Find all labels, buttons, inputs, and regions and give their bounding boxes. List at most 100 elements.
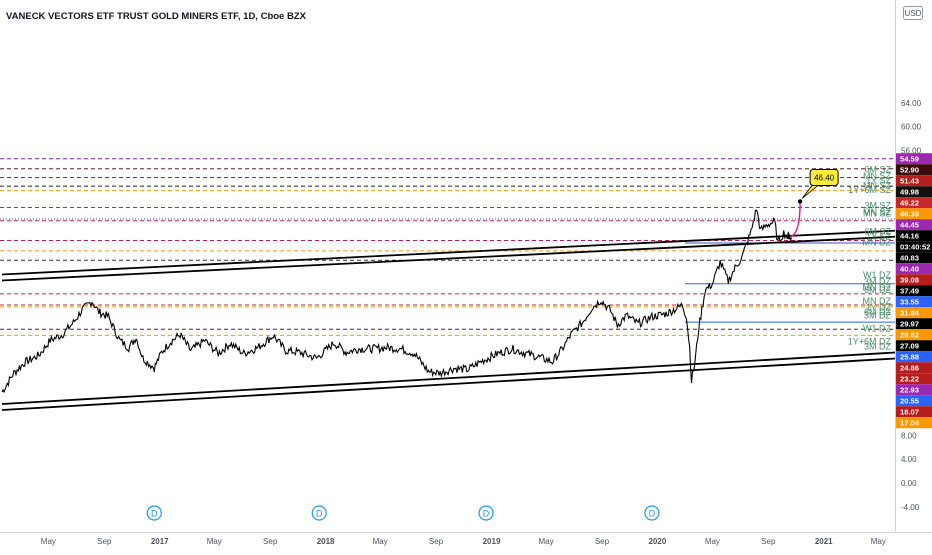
zone-label: 1Y DZ: [866, 303, 892, 313]
badge-text: 40.83: [900, 254, 919, 263]
price-series: [1, 209, 793, 394]
price-level-badge: 49.98: [896, 186, 932, 198]
y-tick-label: 60.00: [901, 123, 922, 132]
badge-box: [896, 384, 932, 396]
zone-label: MN DZ: [863, 237, 892, 247]
dividend-circle: [478, 505, 494, 521]
price-line: [1, 209, 793, 394]
zone-label: 1Y SZ: [866, 231, 891, 241]
badge-text: 33.55: [900, 298, 920, 307]
badge-text: 03:40:52: [900, 243, 930, 252]
zone-label: 1Y+6M DZ: [848, 337, 892, 347]
badge-text: 52.90: [900, 166, 919, 175]
badge-box: [896, 252, 932, 264]
zone-label: 3M DZ: [864, 310, 892, 320]
badge-box: [896, 153, 932, 165]
badge-box: [896, 219, 932, 231]
badge-text: 31.84: [900, 309, 920, 318]
badge-text: 23.22: [900, 375, 919, 384]
channel-upper-inner-line[interactable]: [1, 235, 899, 282]
badge-box: [896, 307, 932, 319]
price-level-badge: 46.39: [896, 208, 932, 220]
price-level-badge: 29.62: [896, 329, 932, 341]
dividend-marker[interactable]: D: [146, 505, 162, 521]
dividend-circle: [644, 505, 660, 521]
price-level-badge: 40.83: [896, 252, 932, 264]
channel-upper-outer-line[interactable]: [1, 229, 899, 276]
price-level-badge: 20.55: [896, 395, 932, 407]
callout-box: [809, 168, 839, 186]
price-level-badge: 22.93: [896, 384, 932, 396]
dividend-circle: [311, 505, 327, 521]
y-tick-label: 8.00: [901, 431, 917, 440]
dividend-marker[interactable]: D: [311, 505, 327, 521]
badge-box: [896, 285, 932, 297]
dividend-label: D: [649, 509, 656, 519]
dividend-label: D: [151, 509, 158, 519]
badge-box: [896, 274, 932, 286]
zone-label: MN SZ: [863, 209, 892, 219]
x-tick-label: May: [373, 537, 388, 546]
zone-label: MN SZ: [863, 207, 892, 217]
zone-label: 3M DZ: [864, 341, 892, 351]
price-level-badge: 51.43: [896, 175, 932, 187]
badge-box: [896, 186, 932, 198]
projection-start-dot: [786, 235, 791, 240]
x-tick-label: Sep: [263, 537, 278, 546]
badge-box: [896, 164, 932, 176]
badge-box: [896, 296, 932, 308]
price-level-badge: 40.40: [896, 263, 932, 275]
x-tick-label: 2021: [815, 537, 833, 546]
projection: 46.40: [786, 168, 839, 240]
price-level-badge: 31.84: [896, 307, 932, 319]
dividend-marker[interactable]: D: [644, 505, 660, 521]
price-level-badge: 49.22: [896, 197, 932, 209]
badge-box: [896, 263, 932, 275]
badge-text: 54.59: [900, 155, 919, 164]
price-level-badge: 44.16: [896, 230, 932, 242]
badge-box: [896, 373, 932, 385]
price-level-badge: 18.07: [896, 406, 932, 418]
y-tick-label: 56.00: [901, 146, 922, 155]
badge-box: [896, 208, 932, 220]
currency-text: USD: [905, 9, 922, 18]
badge-text: 24.86: [900, 364, 919, 373]
zone-label: W1 DZ: [863, 323, 892, 333]
x-tick-label: Sep: [595, 537, 610, 546]
dividend-marker[interactable]: D: [478, 505, 494, 521]
projection-callout[interactable]: 46.40: [801, 168, 839, 199]
time-axis[interactable]: May Sep 2017 May Sep 2018 May Sep 2019 May Sep 2020…: [41, 537, 886, 546]
trend-channel: [1, 229, 899, 411]
price-level-badge: 54.59: [896, 153, 932, 165]
badge-text: 44.16: [900, 232, 919, 241]
channel-lower-outer-line[interactable]: [1, 351, 899, 405]
dividend-label: D: [316, 509, 323, 519]
badge-text: 37.49: [900, 287, 919, 296]
badge-box: [896, 395, 932, 407]
y-tick-label: 0.00: [901, 479, 917, 488]
badge-text: 18.07: [900, 408, 919, 417]
countdown-badge: 03:40:52: [896, 241, 932, 253]
x-tick-label: 2018: [317, 537, 335, 546]
badge-box: [896, 197, 932, 209]
price-level-badge: 52.90: [896, 164, 932, 176]
y-tick-label: 64.00: [901, 99, 922, 108]
badge-box: [896, 351, 932, 363]
price-level-badge: 23.22: [896, 373, 932, 385]
x-tick-label: Sep: [429, 537, 444, 546]
badge-text: 40.40: [900, 265, 919, 274]
badge-box: [896, 340, 932, 352]
currency-label[interactable]: USD: [903, 6, 923, 20]
badge-box: [896, 362, 932, 374]
price-level-badge: 24.86: [896, 362, 932, 374]
channel-lower-inner-line[interactable]: [1, 357, 899, 411]
badge-text: 51.43: [900, 177, 919, 186]
x-tick-label: May: [871, 537, 886, 546]
badge-text: 49.22: [900, 199, 919, 208]
zone-label: 3M SZ: [864, 201, 891, 211]
currency-box: [903, 6, 923, 20]
y-tick-label: -4.00: [901, 503, 920, 512]
